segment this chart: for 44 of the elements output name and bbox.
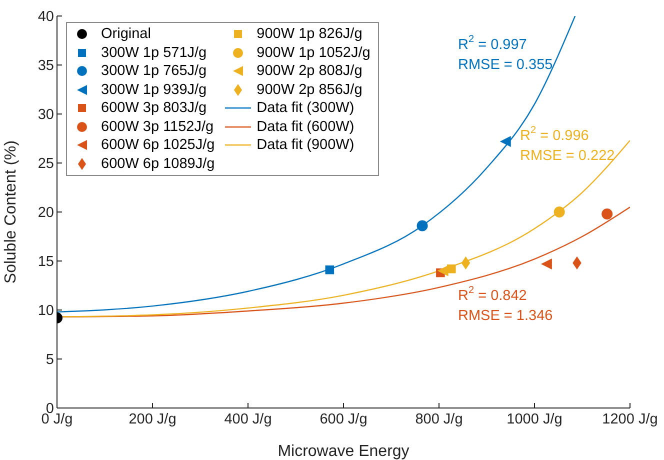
legend-label: Data fit (900W) (256, 137, 354, 154)
y-tick-label: 15 (38, 254, 54, 270)
x-tick-label: 200 J/g (128, 411, 176, 428)
legend-label: Data fit (300W) (256, 100, 354, 116)
y-axis-title: Soluble Content (%) (2, 140, 20, 284)
y-tick-label: 5 (46, 352, 54, 368)
legend-label: 900W 2p 856J/g (256, 82, 362, 98)
point (554, 206, 565, 218)
point (416, 220, 428, 232)
legend-label: 600W 6p 1025J/g (101, 137, 215, 154)
x-tick-label: 600 J/g (320, 411, 368, 428)
x-tick-label: 1000 J/g (506, 411, 562, 428)
y-tick-label: 20 (38, 205, 54, 222)
y-tick-label: 40 (38, 9, 54, 26)
y-tick-label: 10 (38, 303, 54, 320)
y-tick-label: 30 (38, 107, 54, 124)
legend-label: 600W 3p 1152J/g (101, 118, 214, 135)
legend-label: 900W 1p 1052J/g (256, 44, 370, 61)
annotation: RMSE = 0.355 (458, 56, 553, 73)
y-tick-label: 25 (38, 156, 54, 172)
legend-label: 300W 1p 571J/g (101, 44, 207, 61)
point (602, 208, 613, 220)
annotation: RMSE = 1.346 (458, 308, 553, 324)
x-axis-title: Microwave Energy (278, 443, 410, 460)
point (500, 136, 511, 147)
annotation: R$^{2}$ = 0.996 (520, 125, 589, 144)
point (540, 258, 552, 270)
x-tick-label: 1200 J/g (602, 411, 658, 428)
annotation: R$^{2}$ = 0.997 (458, 34, 527, 53)
y-tick-label: 35 (38, 58, 54, 74)
legend-label: 600W 3p 803J/g (101, 100, 207, 116)
legend-label: Original (101, 26, 151, 42)
legend-label: 300W 1p 939J/g (101, 82, 207, 98)
legend-label: 300W 1p 765J/g (101, 63, 207, 80)
x-tick-label: 400 J/g (224, 411, 272, 428)
x-tick-label: 800 J/g (415, 411, 463, 428)
annotation: RMSE = 0.222 (520, 148, 615, 164)
annotation: R$^{2}$ = 0.842 (458, 285, 527, 304)
legend-label: 900W 1p 826J/g (256, 26, 362, 42)
point (437, 265, 448, 276)
legend-label: 900W 2p 808J/g (256, 63, 362, 80)
point (325, 265, 334, 274)
legend-label: 600W 6p 1089J/g (101, 156, 215, 172)
legend-label: Data fit (600W) (256, 118, 354, 135)
